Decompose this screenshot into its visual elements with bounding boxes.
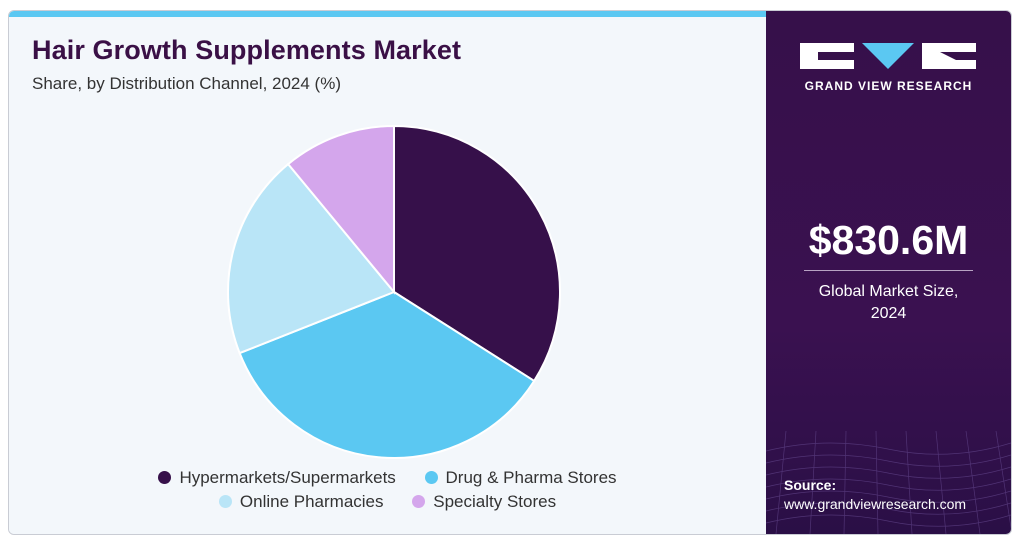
legend-item-specialty-stores: Specialty Stores [412,492,556,512]
chart-card: Hair Growth Supplements Market Share, by… [8,10,1012,535]
chart-title: Hair Growth Supplements Market [32,35,462,65]
info-sidebar: GRAND VIEW RESEARCH $830.6M Global Marke… [766,11,1011,534]
market-size-desc-line-2: 2024 [870,305,907,322]
market-size-desc-line-1: Global Market Size, [818,283,959,300]
divider [804,270,973,271]
source-label: Source: [784,477,837,493]
market-size-value: $830.6M [808,217,969,263]
legend-row-2: Online Pharmacies Specialty Stores [9,492,766,512]
legend-swatch [412,495,426,508]
market-size-description: Global Market Size, 2024 [766,281,1011,325]
legend-label: Hypermarkets/Supermarkets [179,468,396,487]
legend-item-hypermarkets: Hypermarkets/Supermarkets [158,468,396,488]
pie-slice-drug-pharma-stores [238,290,536,460]
legend-item-online-pharmacies: Online Pharmacies [218,492,384,512]
brand-name: GRAND VIEW RESEARCH [804,79,973,93]
pie-chart [227,124,562,460]
grand-view-research-logo [800,43,976,69]
legend-swatch [158,471,172,484]
legend-item-drug-pharma: Drug & Pharma Stores [424,468,617,488]
legend-swatch [218,495,232,508]
pie-slice-online-pharmacies [227,162,396,355]
legend-row-1: Hypermarkets/Supermarkets Drug & Pharma … [9,468,766,488]
legend-label: Drug & Pharma Stores [445,468,617,487]
legend-label: Online Pharmacies [239,492,384,511]
legend-swatch [424,471,438,484]
chart-subtitle: Share, by Distribution Channel, 2024 (%) [32,74,341,93]
accent-bar [9,11,766,17]
pie-slice-specialty-stores [286,124,395,295]
source-link[interactable]: www.grandviewresearch.com [784,496,967,512]
legend-label: Specialty Stores [433,492,557,511]
decorative-wave-pattern [766,431,1011,534]
chart-panel: Hair Growth Supplements Market Share, by… [9,11,766,534]
